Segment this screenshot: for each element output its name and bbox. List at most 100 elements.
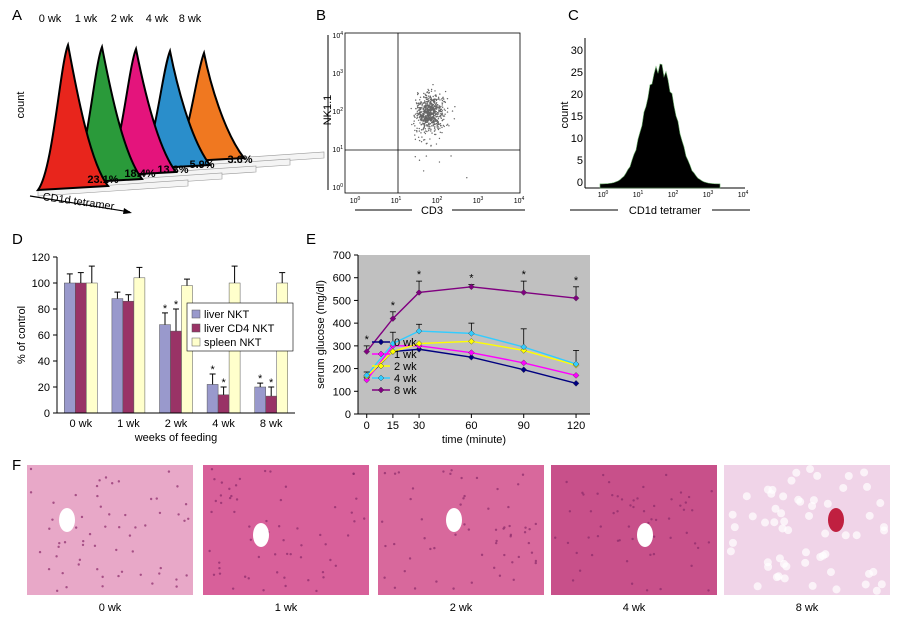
peak-header: 2 wk <box>111 13 134 25</box>
cell-dot <box>418 159 421 161</box>
cell-dot <box>417 104 420 106</box>
cell-dot <box>442 96 444 99</box>
nucleus <box>219 494 223 497</box>
cell-dot <box>416 129 418 132</box>
peak-header: 0 wk <box>39 13 62 25</box>
cell-dot <box>439 93 441 95</box>
panel-label: E <box>306 231 316 248</box>
nucleus <box>247 577 250 580</box>
nucleus <box>283 576 286 579</box>
cell-dot <box>424 107 426 109</box>
cell-dot <box>434 120 436 122</box>
nucleus <box>218 572 222 575</box>
nucleus <box>863 482 872 491</box>
nucleus <box>587 536 590 539</box>
cell-dot <box>425 111 427 113</box>
point <box>572 372 580 379</box>
tick-base: 10 <box>703 192 711 199</box>
nucleus <box>710 490 713 493</box>
tick-base: 10 <box>332 71 340 78</box>
cell-dot <box>444 109 446 112</box>
x-tick-label: 8 wk <box>260 418 283 430</box>
cell-dot <box>441 126 443 129</box>
nucleus <box>29 491 33 494</box>
cell-dot <box>446 124 448 127</box>
nucleus <box>806 465 815 474</box>
nucleus <box>611 493 614 497</box>
cell-dot <box>433 127 436 129</box>
nucleus <box>233 510 236 514</box>
cell-dot <box>424 132 427 135</box>
cell-dot <box>425 114 427 117</box>
nucleus <box>748 512 757 521</box>
cell-dot <box>437 118 440 120</box>
cell-dot <box>416 105 419 107</box>
nucleus <box>775 554 784 563</box>
nucleus <box>463 523 466 526</box>
nucleus <box>467 528 471 531</box>
nucleus <box>177 513 180 516</box>
cell-dot <box>432 115 435 117</box>
tick-label: 5 <box>577 155 583 167</box>
nucleus <box>74 526 78 529</box>
image-label: 1 wk <box>275 602 298 614</box>
nucleus <box>460 476 463 480</box>
nucleus <box>691 509 694 512</box>
cell-dot <box>427 126 429 128</box>
cell-dot <box>435 94 437 96</box>
nucleus <box>865 511 874 520</box>
point <box>468 353 475 361</box>
point <box>520 366 527 373</box>
cell-dot <box>426 102 429 104</box>
cell-dot <box>419 122 421 124</box>
nucleus <box>81 543 85 547</box>
cell-dot <box>423 100 426 102</box>
cell-dot <box>446 97 449 100</box>
nucleus <box>589 510 593 513</box>
cell-dot <box>466 177 468 179</box>
cell-dot <box>430 108 432 111</box>
tick-exponent: 2 <box>676 190 679 196</box>
cell-dot <box>422 139 425 141</box>
nucleus <box>679 504 682 507</box>
nucleus <box>763 558 772 567</box>
nucleus <box>629 504 632 507</box>
nucleus <box>158 511 162 515</box>
nucleus <box>96 568 99 571</box>
nucleus <box>530 551 534 554</box>
tick-exponent: 4 <box>522 196 525 202</box>
nucleus <box>780 517 789 526</box>
percentage: 5.9% <box>189 159 214 171</box>
cell-dot <box>434 119 437 121</box>
nucleus <box>212 573 216 576</box>
nucleus <box>808 581 817 590</box>
cell-dot <box>422 120 424 122</box>
cell-dot <box>435 102 437 104</box>
vessel <box>253 523 269 547</box>
bar <box>217 394 230 414</box>
cell-dot <box>422 114 425 116</box>
y-tick-label: 700 <box>333 250 351 262</box>
nucleus <box>65 586 68 589</box>
histology-image <box>203 465 369 595</box>
nucleus <box>333 505 337 509</box>
nucleus <box>47 567 51 571</box>
nucleus <box>796 497 805 506</box>
nucleus <box>616 539 620 542</box>
cell-dot <box>422 102 424 105</box>
nucleus <box>865 569 874 578</box>
nucleus <box>77 563 80 566</box>
nucleus <box>151 582 154 585</box>
nucleus <box>275 571 279 574</box>
cell-dot <box>423 92 425 95</box>
panel-label: F <box>12 457 21 474</box>
nucleus <box>324 543 327 546</box>
nucleus <box>230 494 233 498</box>
cell-dot <box>424 101 426 103</box>
nucleus <box>78 558 82 562</box>
nucleus <box>104 525 107 528</box>
cell-dot <box>425 110 427 112</box>
nucleus <box>841 531 850 540</box>
bar <box>64 282 76 414</box>
